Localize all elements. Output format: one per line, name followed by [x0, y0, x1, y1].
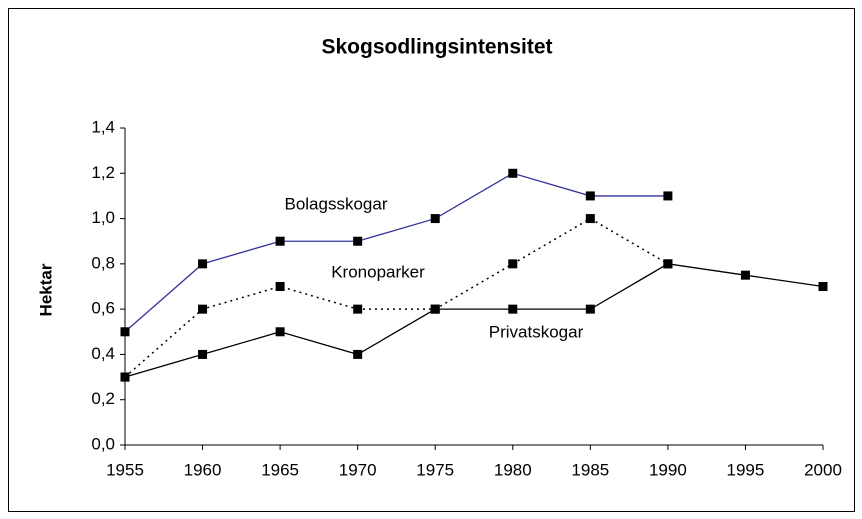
x-tick-label: 1985 — [571, 460, 609, 479]
x-tick-label: 2000 — [804, 460, 842, 479]
y-tick-label: 0,6 — [91, 299, 115, 318]
data-point — [430, 214, 440, 224]
data-point — [740, 270, 750, 280]
x-tick-label: 1995 — [727, 460, 765, 479]
x-tick-label: 1975 — [416, 460, 454, 479]
x-tick-label: 1970 — [339, 460, 377, 479]
x-tick-label: 1965 — [261, 460, 299, 479]
y-tick-label: 0,0 — [91, 434, 115, 453]
series-line — [124, 263, 824, 378]
data-point — [585, 304, 595, 314]
data-point — [585, 214, 595, 224]
data-point — [663, 191, 673, 201]
series-line — [124, 172, 668, 333]
data-point — [353, 304, 363, 314]
data-point — [198, 349, 208, 359]
data-point — [198, 259, 208, 269]
x-tick-label: 1980 — [494, 460, 532, 479]
data-point — [508, 168, 518, 178]
x-tick-label: 1960 — [184, 460, 222, 479]
chart-frame — [8, 8, 855, 512]
x-tick-label: 1955 — [106, 460, 144, 479]
data-point — [198, 304, 208, 314]
y-axis-label: Hektar — [36, 263, 55, 316]
data-point — [120, 327, 130, 337]
y-tick-label: 1,4 — [91, 117, 115, 136]
y-tick-label: 0,4 — [91, 344, 115, 363]
series-label: Privatskogar — [489, 322, 584, 341]
data-point — [430, 304, 440, 314]
data-point — [585, 191, 595, 201]
series-label: Bolagsskogar — [284, 194, 387, 213]
y-tick-label: 0,2 — [91, 389, 115, 408]
y-tick-label: 0,8 — [91, 253, 115, 272]
x-tick-label: 1990 — [649, 460, 687, 479]
data-point — [275, 327, 285, 337]
data-point — [818, 282, 828, 291]
data-point — [508, 259, 518, 269]
data-point — [275, 282, 285, 291]
data-point — [353, 349, 363, 359]
series-label: Kronoparker — [331, 262, 425, 281]
data-point — [353, 236, 363, 246]
data-point — [663, 259, 673, 269]
data-point — [275, 236, 285, 246]
data-point — [508, 304, 518, 314]
data-point — [120, 372, 130, 382]
y-tick-label: 1,0 — [91, 208, 115, 227]
chart-title: Skogsodlingsintensitet — [321, 36, 552, 59]
y-tick-label: 1,2 — [91, 163, 115, 182]
